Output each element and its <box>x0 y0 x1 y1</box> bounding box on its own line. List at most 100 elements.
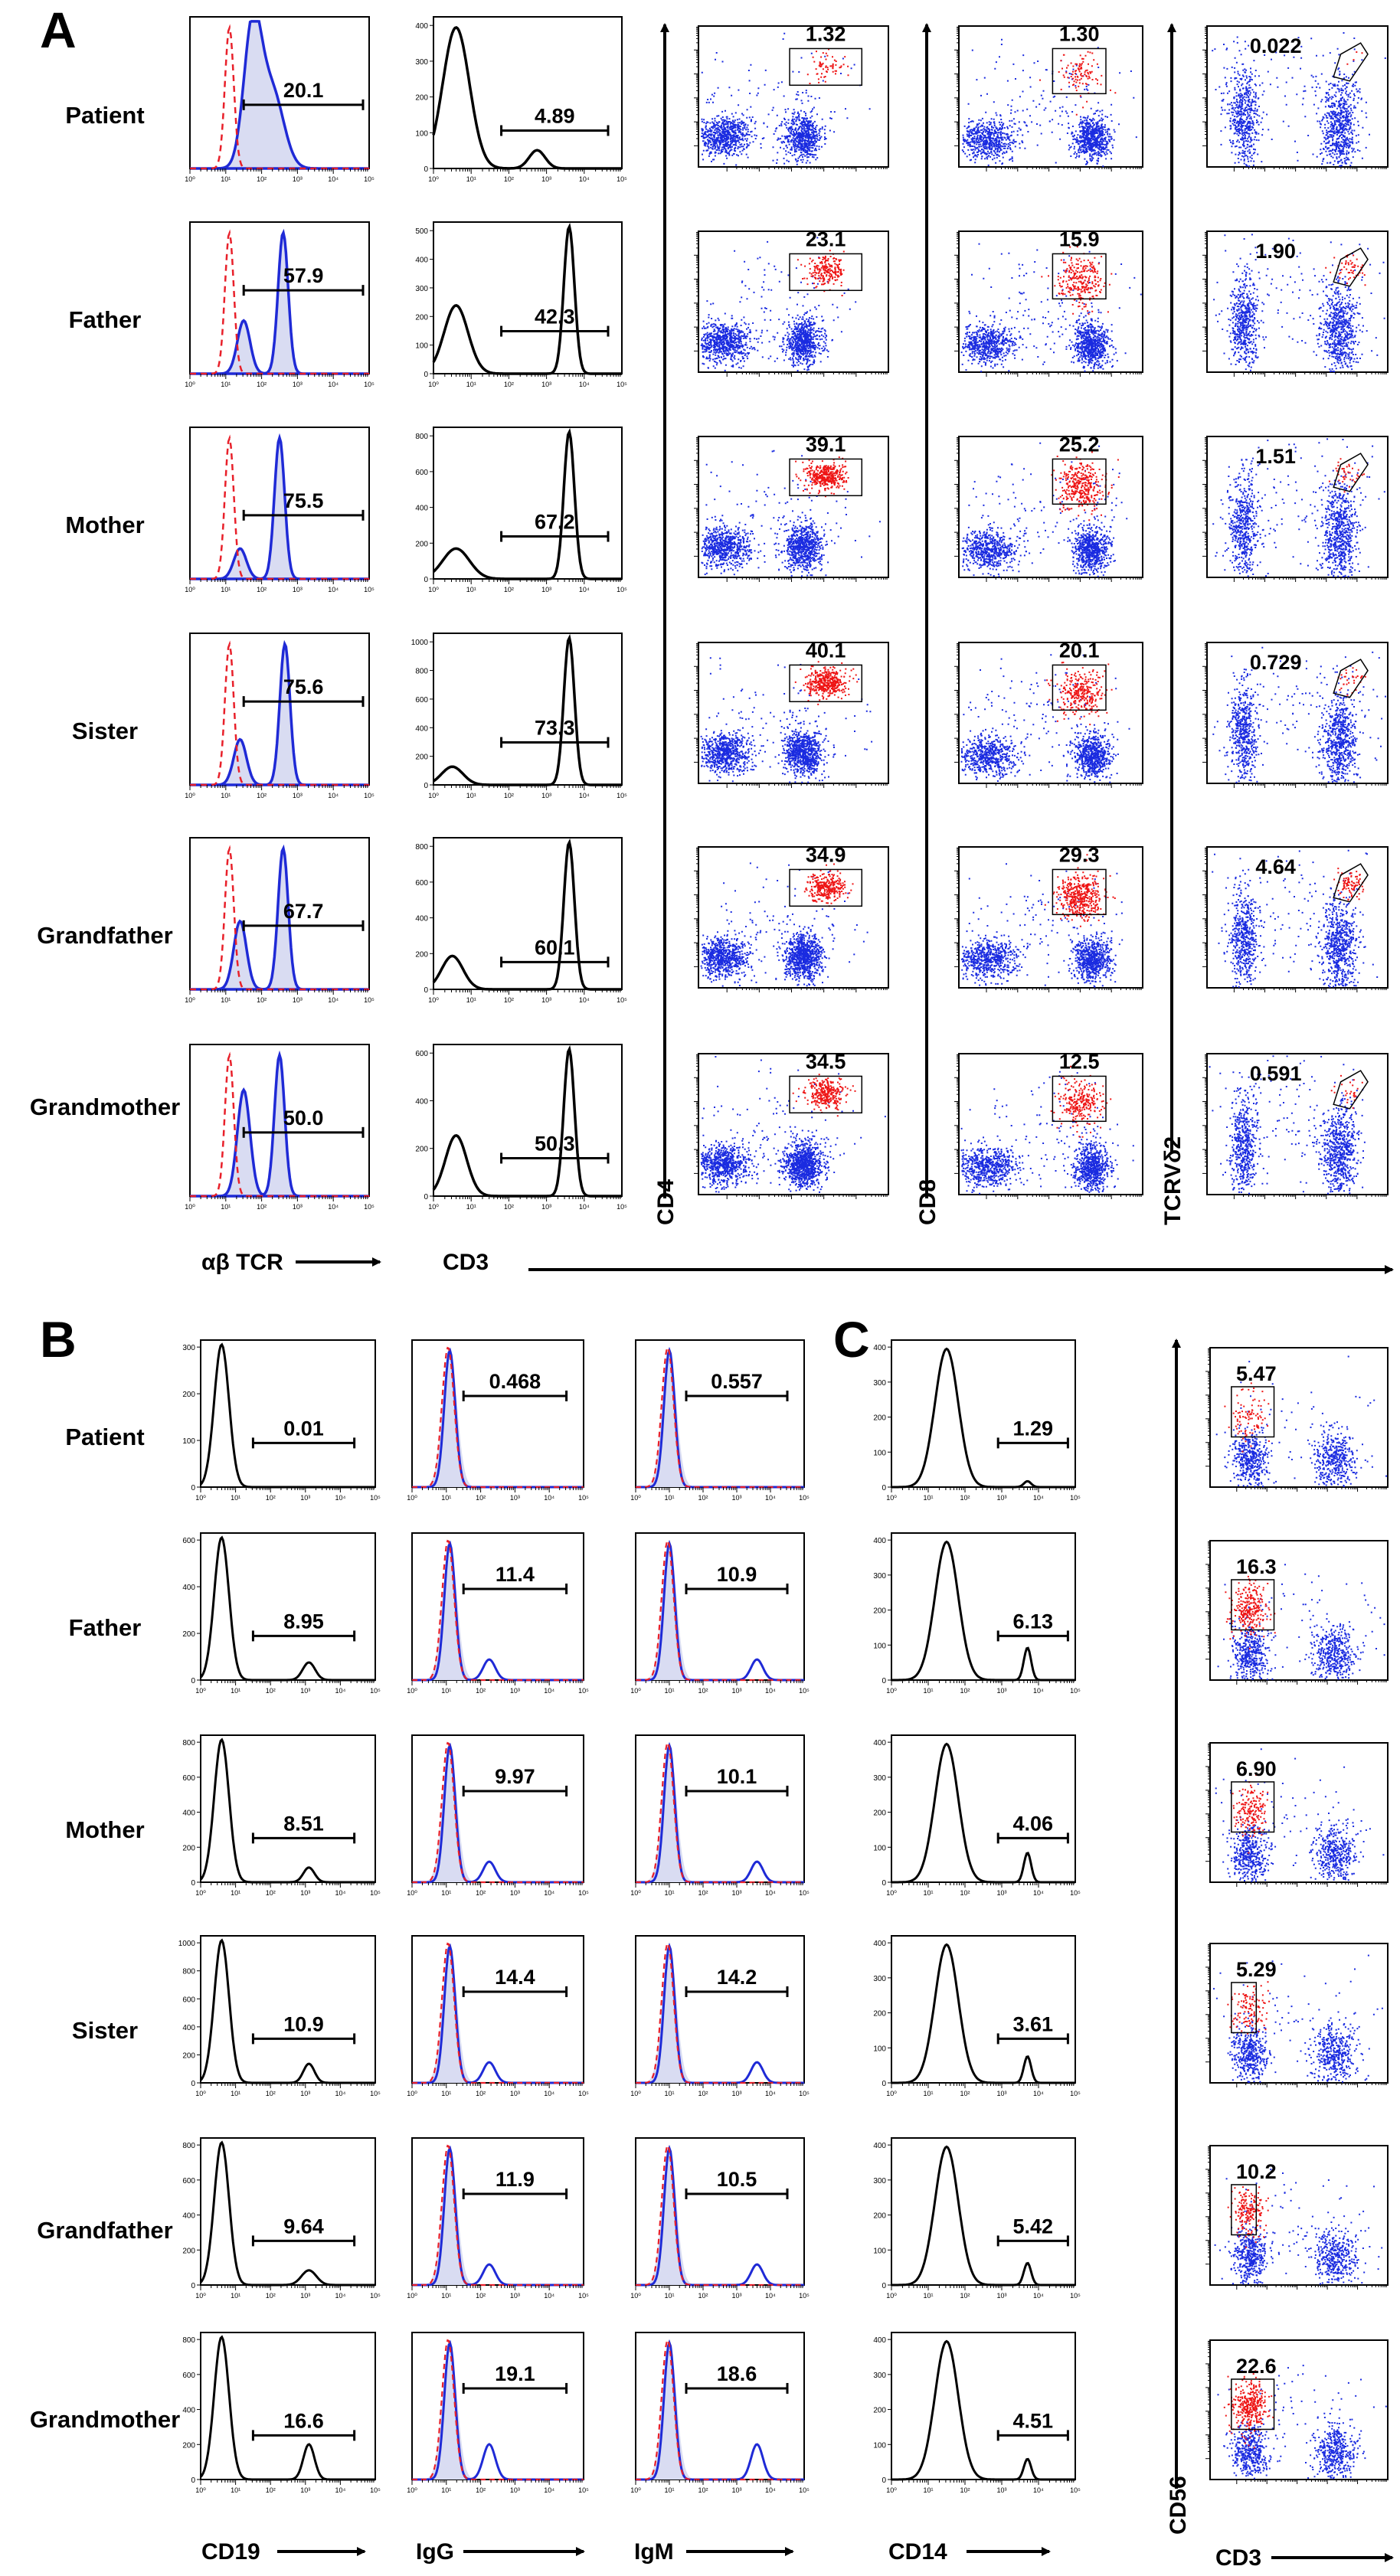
gate-percent-label: 5.42 <box>1013 2215 1054 2238</box>
x-tick-label: 10⁵ <box>578 1494 589 1502</box>
y-tick-label: 200 <box>873 2010 886 2019</box>
panel-label-c: C <box>833 1311 870 1368</box>
x-tick-label: 10² <box>504 381 514 388</box>
x-tick-label: 10⁵ <box>1070 2486 1081 2494</box>
x-tick-label: 10⁴ <box>544 2486 554 2494</box>
tcr-vd2-dot-plot: 0.729 <box>1202 642 1389 788</box>
log-axis-ticks: 10⁰ 10¹ 10² 10³ 10⁴ 10⁵ <box>886 1680 1081 1695</box>
x-tick-label: 10⁰ <box>886 1687 897 1695</box>
cd19-plot-frame <box>200 1734 376 1883</box>
x-tick-label: 10³ <box>300 2486 310 2494</box>
x-tick-label: 10¹ <box>231 2090 240 2097</box>
y-tick-label: 800 <box>182 1739 195 1747</box>
x-tick-label: 10² <box>476 1494 486 1502</box>
gate-percent-label: 1.51 <box>1255 445 1296 468</box>
x-tick-label: 10⁰ <box>185 996 195 1004</box>
cd3-gate: 50.3 <box>500 1133 610 1164</box>
log-axis-ticks: 10⁰ 10¹ 10² 10³ 10⁴ 10⁵ <box>630 2480 810 2494</box>
row-label-mother: Mother <box>65 512 144 538</box>
gate-percent-label: 40.1 <box>806 639 846 662</box>
cd19-histogram <box>199 1938 375 2084</box>
blue-events <box>700 1056 886 1193</box>
ab-tcr-stain-histogram <box>190 639 369 786</box>
blue-events <box>700 657 873 783</box>
x-tick-label: 10⁰ <box>630 2090 641 2097</box>
x-tick-label: 10² <box>698 1494 708 1502</box>
x-tick-label: 10² <box>476 2486 486 2494</box>
y-tick-label: 0 <box>882 2282 886 2290</box>
gate-percent-label: 6.13 <box>1013 1610 1054 1633</box>
x-tick-label: 10¹ <box>221 175 231 183</box>
y-axis-ticks: 0 200 400 600 <box>182 1537 201 1685</box>
cd4-dot-plot: 23.1 <box>694 227 889 377</box>
x-tick-label: 10³ <box>510 1889 520 1897</box>
row-label-sister: Sister <box>72 718 138 744</box>
cd3-plot-frame <box>433 16 623 169</box>
x-tick-label: 10² <box>960 2090 970 2097</box>
x-tick-label: 10¹ <box>664 1889 674 1897</box>
y-tick-label: 1000 <box>178 1940 196 1948</box>
cd3-histogram <box>432 838 622 991</box>
y-tick-label: 0 <box>191 1879 195 1888</box>
gate-percent-label: 73.3 <box>535 717 575 740</box>
x-tick-label: 10⁵ <box>799 2090 810 2097</box>
x-tick-label: 10⁵ <box>364 792 375 799</box>
x-tick-label: 10⁰ <box>195 1494 206 1502</box>
cd19-gate: 10.9 <box>251 2012 356 2045</box>
axis-label-cd3-c: CD3 <box>1215 2545 1261 2571</box>
x-tick-label: 10³ <box>996 1687 1006 1695</box>
log-axis-ticks: 10⁰ 10¹ 10² 10³ 10⁴ 10⁵ <box>428 374 627 388</box>
x-tick-label: 10⁰ <box>428 586 439 593</box>
x-tick-label: 10⁰ <box>428 381 439 388</box>
igg-isotype-histogram <box>412 1942 584 2084</box>
x-tick-label: 10³ <box>293 381 303 388</box>
cd19-gate: 9.64 <box>251 2215 356 2247</box>
gate-rectangle <box>1231 1982 1258 2034</box>
gate-rectangle <box>1231 1579 1275 1631</box>
x-tick-label: 10⁰ <box>428 996 439 1004</box>
x-tick-label: 10² <box>960 2486 970 2494</box>
x-tick-label: 10⁰ <box>407 1889 417 1897</box>
x-tick-label: 10¹ <box>664 1494 674 1502</box>
blue-events <box>961 38 1137 168</box>
x-tick-label: 10⁵ <box>617 381 627 388</box>
log-axis-ticks: 10⁰ 10¹ 10² 10³ 10⁴ 10⁵ <box>886 2480 1081 2494</box>
gate-rectangle <box>1052 458 1107 505</box>
y-tick-label: 200 <box>873 1809 886 1818</box>
y-tick-label: 400 <box>415 22 428 31</box>
cd19-histogram <box>199 2335 375 2481</box>
cd14-gate: 4.06 <box>996 1812 1069 1844</box>
x-tick-label: 10³ <box>510 1494 520 1502</box>
log-axis-ticks: 10⁰ 10¹ 10² 10³ 10⁴ 10⁵ <box>630 2083 810 2097</box>
gate-rectangle <box>789 458 863 497</box>
x-tick-label: 10⁰ <box>195 1687 206 1695</box>
cd3-gate: 4.89 <box>500 105 610 136</box>
gate-percent-label: 1.29 <box>1013 1417 1054 1440</box>
x-tick-label: 10⁵ <box>370 2292 381 2300</box>
gate-rectangle <box>1052 47 1107 95</box>
x-tick-label: 10⁴ <box>765 2486 776 2494</box>
x-tick-label: 10⁰ <box>886 1494 897 1502</box>
y-tick-label: 0 <box>424 576 428 584</box>
red-events <box>1041 246 1113 315</box>
x-tick-label: 10⁴ <box>335 1889 345 1897</box>
cd19-plot-frame <box>200 2332 376 2480</box>
y-tick-label: 500 <box>415 227 428 236</box>
ab-tcr-gate: 57.9 <box>242 264 365 296</box>
x-tick-label: 10² <box>698 2292 708 2300</box>
gate-percent-label: 0.557 <box>711 1370 763 1393</box>
cd3-gate: 60.1 <box>500 936 610 968</box>
cd3-histogram <box>432 222 622 375</box>
y-tick-label: 100 <box>873 1449 886 1457</box>
cd56-dot-plot: 5.47 <box>1205 1347 1389 1492</box>
cd56-dot-plot: 22.6 <box>1205 2339 1389 2484</box>
x-tick-label: 10⁵ <box>578 1889 589 1897</box>
cd3-histogram <box>432 25 622 170</box>
x-tick-label: 10² <box>266 2090 276 2097</box>
y-axis-ticks: 0 100 200 300 400 <box>873 2142 891 2290</box>
ab-tcr-stain-histogram <box>190 20 369 170</box>
gate-rectangle <box>1231 1781 1275 1833</box>
y-tick-label: 600 <box>415 1050 428 1058</box>
blue-events <box>1213 234 1385 373</box>
cd14-histogram <box>891 2145 1075 2287</box>
